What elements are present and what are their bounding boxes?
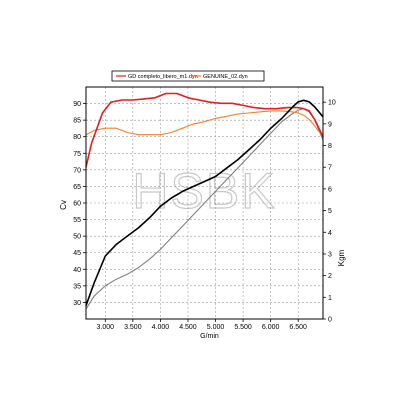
- y-right-tick-label: 4: [328, 230, 332, 237]
- y-left-tick-label: 55: [73, 217, 81, 224]
- series-line-power-0: [85, 99, 324, 306]
- series-line-torque-0: [85, 92, 324, 168]
- y-left-tick-label: 70: [73, 167, 81, 174]
- x-tick-label: 4.500: [179, 324, 197, 331]
- y-left-tick-label: 60: [73, 201, 81, 208]
- grid: [86, 87, 323, 319]
- y-right-tick-label: 3: [328, 251, 332, 258]
- y-right-tick-label: 8: [328, 143, 332, 150]
- y-left-tick-label: 50: [73, 234, 81, 241]
- y-right-tick-label: 7: [328, 165, 332, 172]
- y-left-ticks: 30 35 40 45 50 55 60 65 70 75 80 85 90: [73, 101, 86, 307]
- x-ticks: 3.000 3.500 4.000 4.500 5.000 5.500 6.000 6.500: [97, 319, 307, 331]
- y-right-ticks: 0 1 2 3 4 5 6 7 8 9 10: [323, 100, 336, 324]
- y-left-tick-label: 40: [73, 267, 81, 274]
- y-left-tick-label: 30: [73, 300, 81, 307]
- y-left-tick-label: 80: [73, 134, 81, 141]
- y-right-tick-label: 0: [328, 317, 332, 324]
- y-right-tick-label: 9: [328, 121, 332, 128]
- legend-label-1: GENUINE_02.dyn: [203, 74, 248, 80]
- y-right-tick-label: 2: [328, 273, 332, 280]
- y-right-tick-label: 1: [328, 295, 332, 302]
- y-left-tick-label: 75: [73, 151, 81, 158]
- series-group: [85, 92, 324, 310]
- chart-watermark: HSBK: [132, 163, 276, 219]
- x-tick-label: 3.000: [97, 324, 115, 331]
- y-left-tick-label: 90: [73, 101, 81, 108]
- y-left-tick-label: 45: [73, 250, 81, 257]
- x-tick-label: 4.000: [152, 324, 170, 331]
- x-tick-label: 6.500: [289, 324, 307, 331]
- series-line-torque-1: [85, 110, 324, 138]
- legend-label-0: GD completo_libero_m1.dyn: [128, 74, 198, 80]
- y-right-tick-label: 6: [328, 186, 332, 193]
- x-tick-label: 3.500: [124, 324, 142, 331]
- y-right-axis-label: Kgm: [337, 249, 346, 266]
- y-right-tick-label: 10: [328, 100, 336, 107]
- x-tick-label: 6.000: [262, 324, 280, 331]
- y-left-tick-label: 35: [73, 283, 81, 290]
- x-tick-label: 5.000: [207, 324, 225, 331]
- y-right-tick-label: 5: [328, 208, 332, 215]
- y-left-tick-label: 65: [73, 184, 81, 191]
- y-left-tick-label: 85: [73, 118, 81, 125]
- x-tick-label: 5.500: [234, 324, 252, 331]
- legend-box: [111, 70, 265, 82]
- series-line-power-1: [85, 107, 324, 310]
- y-left-axis-label: Cv: [59, 200, 68, 210]
- legend: GD completo_libero_m1.dyn GENUINE_02.dyn: [111, 70, 265, 82]
- x-axis-label: G/min: [200, 333, 219, 340]
